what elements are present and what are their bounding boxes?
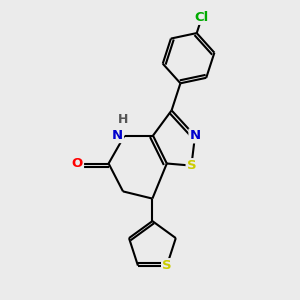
Text: O: O	[72, 157, 83, 170]
Text: H: H	[118, 112, 128, 126]
Text: S: S	[187, 159, 196, 172]
Text: N: N	[189, 129, 201, 142]
Text: N: N	[112, 129, 123, 142]
Text: Cl: Cl	[195, 11, 209, 24]
Text: S: S	[162, 259, 172, 272]
